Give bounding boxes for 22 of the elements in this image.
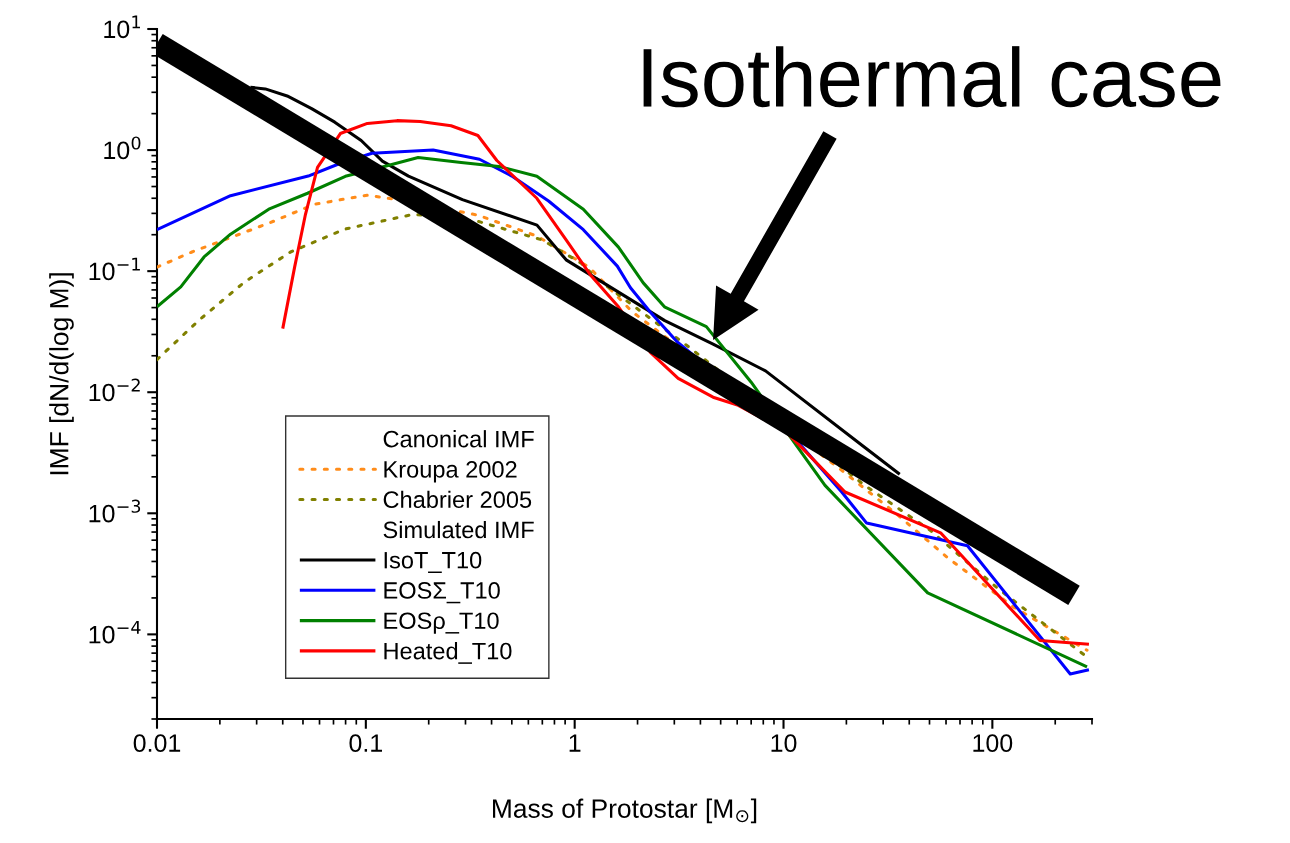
legend-label: Chabrier 2005 <box>383 490 532 509</box>
y-tick-label: 10$^{1}$ <box>104 15 140 39</box>
y-tick-label: 10$^{−2}$ <box>89 378 140 402</box>
y-tick-label: 10$^{−3}$ <box>89 499 141 523</box>
x-tick-label: 10 <box>771 734 797 752</box>
legend-label: Heated_T10 <box>384 642 512 664</box>
y-tick-label: 10$^{0}$ <box>104 136 141 160</box>
legend-title: Canonical IMF <box>383 430 534 448</box>
y-tick-label: 10$^{−1}$ <box>89 257 140 281</box>
legend-label: EOSΣ_T10 <box>384 582 500 604</box>
legend-label: IsoT_T10 <box>384 551 482 574</box>
annotation: Simulated IMF <box>383 520 534 539</box>
y-tick-label: 10$^{−4}$ <box>89 620 141 644</box>
y-axis-title: IMF [dN/d(log M)] <box>49 273 74 475</box>
legend-label: EOSρ_T10 <box>384 612 499 634</box>
legend-label: Kroupa 2002 <box>384 461 517 483</box>
x-tick-label: 1 <box>569 734 581 752</box>
annotation: Isothermal case <box>643 46 1221 108</box>
x-tick-label: 100 <box>973 734 1013 752</box>
x-axis-title: Mass of Protostar [M$_{⊙}$] <box>493 798 757 824</box>
x-tick-label: 0.1 <box>349 734 382 752</box>
x-tick-label: 0.01 <box>133 734 181 752</box>
